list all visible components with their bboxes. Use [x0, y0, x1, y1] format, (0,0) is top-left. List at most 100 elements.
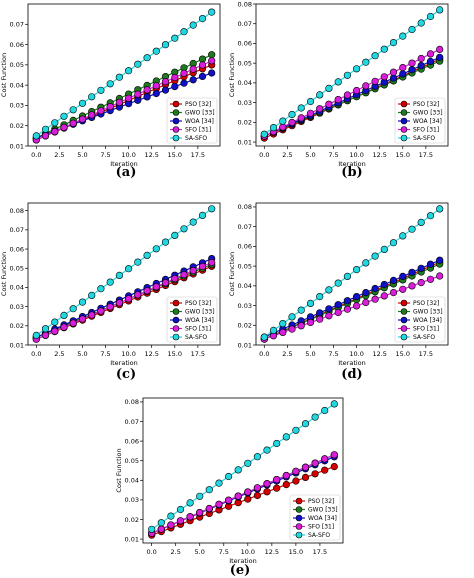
- data-point-sfo: [399, 285, 407, 293]
- x-tick-label: 12.5: [265, 548, 279, 556]
- data-point-sa-sfo: [288, 110, 296, 119]
- data-point-sa-sfo: [279, 320, 287, 328]
- legend-marker: [172, 109, 180, 116]
- data-point-sfo: [69, 119, 77, 127]
- chart-panel-4: 0.0 2.5 5.0 7.5 10.0 12.5 15.0 17.5 0.01 0.02 0.03…: [228, 202, 449, 367]
- data-point-sa-sfo: [196, 492, 204, 500]
- y-tick-label: 0.07: [238, 223, 252, 231]
- legend-entry: WOA [34]: [413, 118, 442, 125]
- data-point-sfo: [225, 496, 233, 504]
- y-tick-label: 0.03: [10, 303, 24, 311]
- data-point-pso: [292, 477, 300, 485]
- data-point-sfo: [208, 258, 216, 267]
- data-point-sfo: [134, 291, 142, 299]
- legend-marker: [295, 514, 303, 522]
- panel-label-b: (b): [341, 165, 363, 180]
- legend-entry: SA-SFO: [413, 135, 435, 142]
- data-point-sa-sfo: [143, 251, 151, 259]
- legend-entry: SFO [31]: [413, 127, 439, 134]
- y-tick-label: 0.06: [10, 245, 24, 253]
- data-point-sfo: [325, 312, 333, 320]
- y-tick-label: 0.07: [125, 418, 139, 426]
- y-tick-label: 0.06: [10, 41, 24, 49]
- data-point-sfo: [316, 105, 324, 113]
- data-point-sa-sfo: [371, 52, 379, 60]
- y-tick-label: 0.02: [238, 322, 252, 330]
- data-point-woa: [380, 280, 388, 289]
- x-tick-label: 5.0: [305, 151, 315, 159]
- x-tick-label: 2.5: [171, 548, 181, 556]
- data-point-sfo: [253, 484, 261, 492]
- y-tick-label: 0.02: [10, 322, 24, 330]
- data-point-sfo: [215, 500, 223, 508]
- data-point-sa-sfo: [180, 225, 188, 233]
- data-point-sa-sfo: [362, 58, 370, 66]
- data-point-woa: [353, 293, 361, 301]
- data-point-sa-sfo: [408, 225, 416, 233]
- data-point-pso: [263, 488, 271, 496]
- panel-label-a: (a): [115, 165, 137, 180]
- data-point-sfo: [41, 331, 50, 339]
- y-tick-label: 0.07: [10, 226, 24, 234]
- chart-panel-1: 0.0 2.5 5.0 7.5 10.0 12.5 15.0 17.5 0.01 0.02 0.03…: [0, 3, 221, 168]
- legend-marker: [400, 333, 408, 341]
- data-point-pso: [282, 481, 290, 489]
- data-point-sa-sfo: [198, 211, 207, 219]
- data-point-sa-sfo: [426, 12, 435, 21]
- axes-frame: [27, 202, 221, 346]
- data-point-sa-sfo: [311, 413, 319, 421]
- data-point-sa-sfo: [157, 519, 165, 527]
- data-point-woa: [334, 301, 342, 309]
- data-point-sfo: [362, 82, 370, 90]
- data-point-sfo: [176, 517, 185, 525]
- x-tick-label: 15.0: [396, 151, 410, 159]
- y-tick-label: 0.02: [10, 122, 24, 130]
- panel-label-e: (e): [229, 563, 251, 578]
- y-tick-label: 0.02: [125, 516, 139, 524]
- x-tick-label: 17.5: [419, 350, 433, 358]
- y-tick-label: 0.08: [238, 0, 252, 8]
- legend: PSO [32] GWO [33]WOA [34] SFO [31]SA-SFO: [394, 97, 446, 144]
- data-point-sa-sfo: [189, 218, 197, 226]
- data-point-sa-sfo: [279, 117, 287, 125]
- legend-entry: PSO [32]: [185, 101, 211, 108]
- data-point-woa: [408, 268, 416, 276]
- data-point-woa: [371, 284, 379, 293]
- legend-entry: PSO [32]: [308, 498, 334, 505]
- data-point-sfo: [371, 295, 379, 303]
- data-point-woa: [189, 76, 197, 84]
- x-tick-label: 7.5: [328, 350, 338, 358]
- data-point-sa-sfo: [152, 245, 160, 253]
- legend-entry: GWO [33]: [413, 110, 443, 117]
- x-tick-label: 0.0: [31, 350, 41, 358]
- x-axis-label: Iteration: [338, 160, 366, 168]
- legend-entry: WOA [34]: [413, 317, 442, 324]
- x-tick-label: 5.0: [77, 151, 87, 159]
- x-axis-label: Iteration: [229, 557, 257, 565]
- legend-entry: GWO [33]: [185, 309, 215, 316]
- data-point-sa-sfo: [362, 259, 370, 267]
- data-point-pso: [330, 463, 338, 471]
- data-point-sfo: [97, 307, 105, 315]
- legend-entry: PSO [32]: [185, 300, 211, 307]
- legend-marker: [400, 126, 408, 133]
- data-point-sfo: [189, 65, 197, 73]
- legend-entry: SA-SFO: [185, 135, 207, 142]
- legend-marker: [172, 126, 180, 133]
- chart-panel-3: 0.0 2.5 5.0 7.5 10.0 12.5 15.0 17.5 0.01 0.02 0.03…: [0, 202, 221, 367]
- data-point-woa: [436, 53, 444, 61]
- data-point-sa-sfo: [273, 439, 281, 448]
- data-point-sfo: [88, 311, 96, 319]
- data-point-sfo: [196, 508, 204, 517]
- x-tick-label: 5.0: [195, 548, 205, 556]
- data-point-sfo: [125, 94, 133, 102]
- y-axis-label: Cost Function: [115, 448, 123, 492]
- data-point-sa-sfo: [253, 453, 261, 461]
- data-point-sfo: [171, 73, 179, 82]
- y-tick-label: 0.05: [238, 59, 252, 67]
- x-tick-label: 7.5: [328, 151, 338, 159]
- data-point-sa-sfo: [167, 512, 175, 520]
- data-point-sa-sfo: [269, 326, 278, 335]
- x-axis-label: Iteration: [110, 160, 138, 168]
- x-tick-label: 12.5: [144, 151, 158, 159]
